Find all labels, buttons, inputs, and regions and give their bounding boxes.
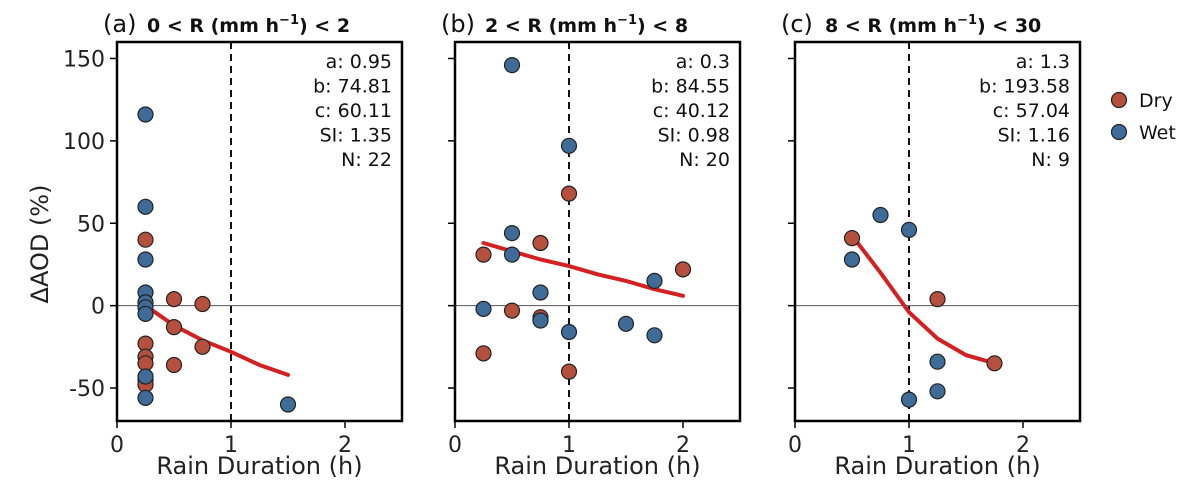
wet-point (475, 300, 492, 317)
y-tick-label: -50 (69, 377, 105, 402)
stat-line: N: 22 (341, 149, 392, 171)
dry-point (475, 246, 492, 263)
stat-line: a: 0.95 (326, 51, 392, 73)
dry-point (560, 363, 578, 380)
x-tick-label: 1 (224, 433, 238, 458)
wet-point (560, 137, 578, 154)
wet-point (532, 312, 549, 329)
stat-line: N: 20 (679, 149, 730, 171)
dry-point (165, 356, 183, 374)
wet-point (646, 327, 663, 344)
stat-line: N: 9 (1031, 149, 1070, 171)
wet-point (503, 56, 521, 74)
x-tick-label: 0 (110, 433, 124, 458)
stat-line: b: 84.55 (651, 76, 730, 98)
dry-point (165, 291, 183, 308)
x-tick-label: 1 (902, 433, 916, 458)
y-tick-label: 150 (63, 47, 105, 72)
plot-frame (453, 40, 742, 423)
dry-point (137, 231, 154, 248)
fit-curve (855, 241, 997, 366)
wet-point (137, 389, 154, 406)
dry-point (503, 302, 521, 319)
dry-point (532, 234, 549, 252)
stat-line: b: 74.81 (313, 76, 392, 98)
legend-wet-marker (1110, 123, 1128, 141)
wet-point (900, 221, 918, 238)
stat-line: a: 1.3 (1016, 51, 1070, 73)
panel-condition: 8 < R (mm h−1) < 30 (825, 13, 1041, 37)
dry-point (194, 338, 211, 355)
dry-point (560, 185, 578, 202)
x-tick-label: 0 (788, 433, 802, 458)
panel-condition: 0 < R (mm h−1) < 2 (147, 13, 350, 37)
legend: Dry Wet (1110, 90, 1176, 144)
wet-point (279, 396, 297, 413)
x-axis-title: Rain Duration (h) (156, 452, 362, 480)
panel-condition: 2 < R (mm h−1) < 8 (485, 13, 688, 37)
plot-frame (115, 40, 404, 423)
stat-line: SI: 0.98 (658, 125, 730, 147)
wet-point (560, 323, 578, 341)
wet-point (137, 198, 154, 215)
wet-point (843, 251, 861, 268)
stat-line: b: 193.58 (979, 76, 1070, 98)
stat-line: a: 0.3 (676, 51, 730, 73)
x-tick-label: 2 (338, 433, 352, 458)
x-tick-label: 2 (676, 433, 690, 458)
wet-point (532, 284, 549, 301)
wet-point (503, 246, 521, 263)
x-tick-label: 2 (1016, 433, 1030, 458)
panel-letter: (b) (441, 10, 475, 38)
legend-dry-marker (1110, 91, 1128, 109)
wet-point (137, 305, 154, 322)
wet-point (503, 225, 521, 242)
dry-point (929, 291, 946, 308)
y-tick-label: 0 (91, 295, 105, 320)
wet-point (137, 251, 154, 268)
dry-point (674, 261, 692, 278)
wet-point (872, 206, 889, 224)
stat-line: c: 57.04 (993, 100, 1070, 122)
wet-point (137, 368, 154, 385)
panel-a: 0 1 2 -50 0 50 100 150 Rain Duration (h) (a) 0 < R… (63, 10, 404, 480)
dry-point (986, 355, 1003, 372)
stat-line: SI: 1.35 (320, 125, 392, 147)
x-tick-label: 0 (448, 433, 462, 458)
wet-point (929, 353, 946, 370)
plot-frame (793, 40, 1082, 423)
x-axis-title: Rain Duration (h) (834, 452, 1040, 480)
legend-dry-label: Dry (1139, 90, 1173, 112)
dry-point (475, 345, 492, 362)
x-tick-label: 1 (562, 433, 576, 458)
dry-point (194, 295, 211, 313)
panel-letter: (c) (781, 10, 813, 38)
wet-point (646, 272, 663, 289)
wet-point (900, 391, 918, 408)
stat-line: c: 60.11 (315, 100, 392, 122)
x-axis-title: Rain Duration (h) (494, 452, 700, 480)
wet-point (137, 106, 154, 123)
stat-line: c: 40.12 (653, 100, 730, 122)
wet-point (929, 383, 946, 400)
y-tick-label: 50 (77, 212, 105, 237)
dry-point (843, 230, 861, 247)
dry-point (165, 319, 183, 336)
panel-letter: (a) (103, 10, 136, 38)
wet-point (617, 315, 635, 332)
legend-wet-label: Wet (1139, 122, 1176, 144)
stat-line: SI: 1.16 (998, 125, 1070, 147)
y-tick-label: 100 (63, 130, 105, 155)
y-axis-title: ΔAOD (%) (26, 185, 54, 304)
